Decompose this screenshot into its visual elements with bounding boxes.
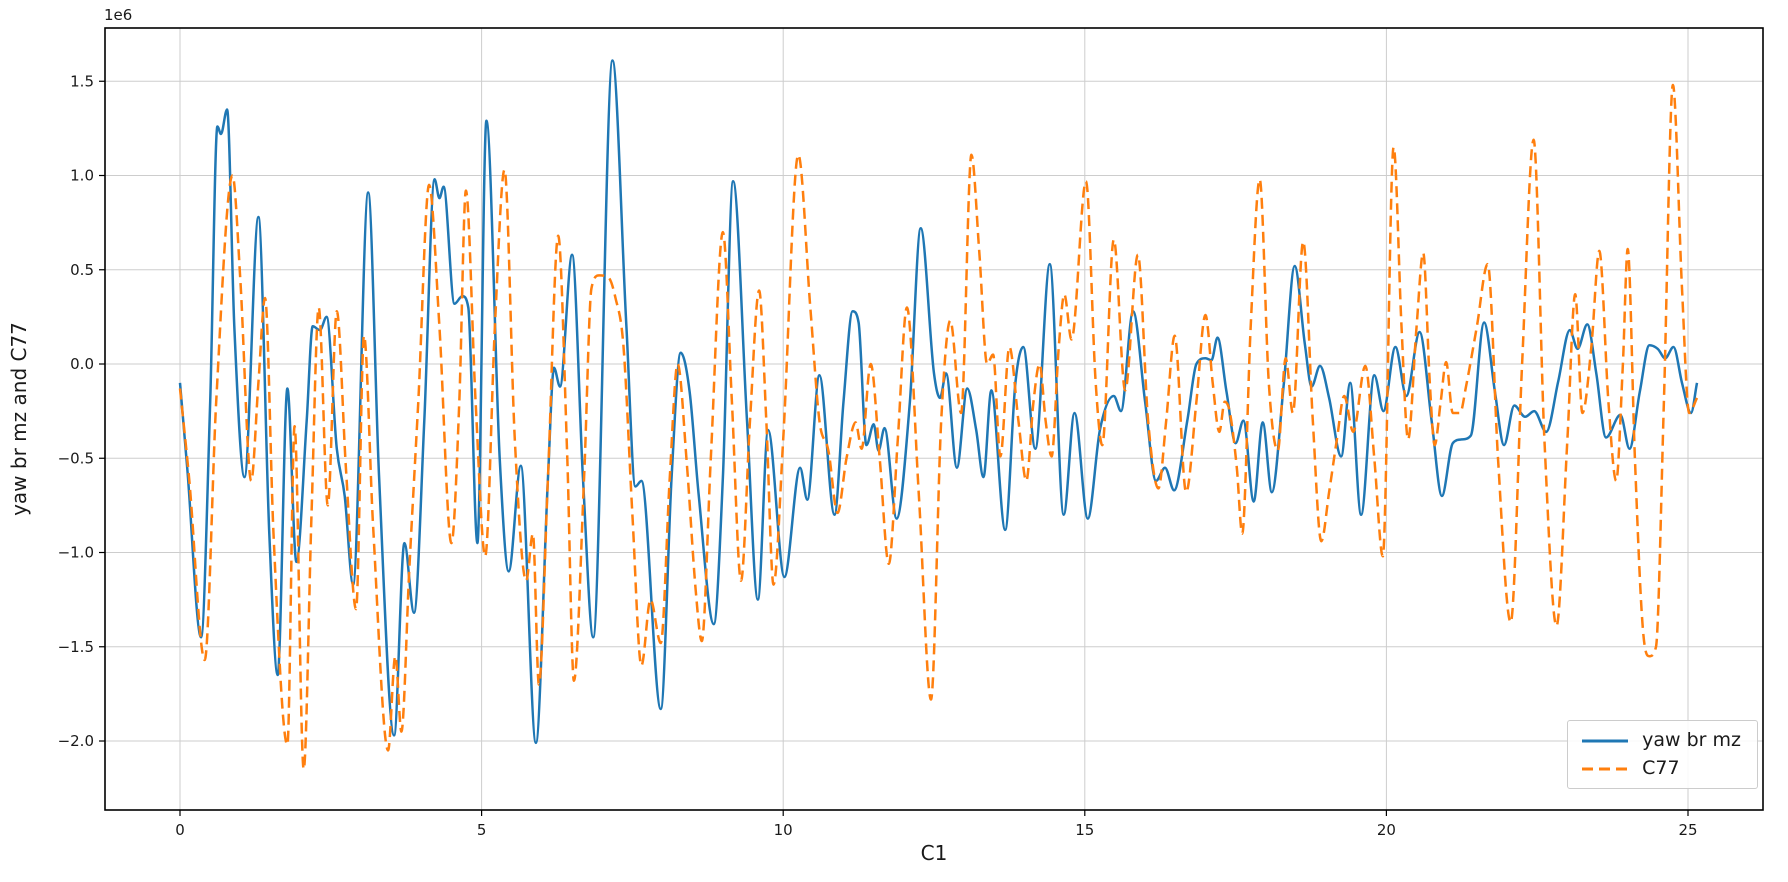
x-axis-label: C1	[921, 841, 948, 865]
y-axis-offset-label: 1e6	[104, 6, 132, 24]
series-line-yaw-br-mz	[178, 59, 1699, 745]
grid-layer	[105, 28, 1763, 810]
y-tick-label: −0.5	[58, 449, 94, 467]
x-tick-label: 0	[175, 821, 185, 839]
series-line-c77	[178, 83, 1699, 771]
axes-frame	[104, 27, 1764, 811]
x-tick-label: 25	[1678, 821, 1697, 839]
y-tick-label: 0.0	[70, 355, 94, 373]
y-axis-label: yaw br mz and C77	[7, 322, 31, 516]
series-layer	[178, 59, 1699, 771]
legend-box: yaw br mz C77	[1567, 720, 1758, 789]
x-tick-label: 5	[477, 821, 487, 839]
y-tick-label: 0.5	[70, 261, 94, 279]
legend-label-yaw-br-mz: yaw br mz	[1642, 729, 1741, 751]
x-tick-label: 15	[1075, 821, 1094, 839]
legend-entry-yaw-br-mz: yaw br mz	[1580, 731, 1741, 750]
y-tick-label: −2.0	[58, 732, 94, 750]
y-tick-label: −1.5	[58, 638, 94, 656]
tick-layer: 0 5 10 15 20 25 1.5 1.0 0.5 0.0 −0.5 −1.0 −1.5 −2.0	[58, 72, 1698, 839]
legend-entry-c77: C77	[1580, 759, 1741, 778]
legend-line-sample-solid-icon	[1582, 739, 1629, 742]
legend-label-c77: C77	[1642, 757, 1680, 779]
x-tick-label: 20	[1377, 821, 1396, 839]
y-tick-label: 1.0	[70, 167, 94, 185]
y-tick-label: −1.0	[58, 544, 94, 562]
y-tick-label: 1.5	[70, 72, 94, 90]
x-tick-label: 10	[774, 821, 793, 839]
legend-line-sample-dashed-icon	[1582, 767, 1629, 770]
